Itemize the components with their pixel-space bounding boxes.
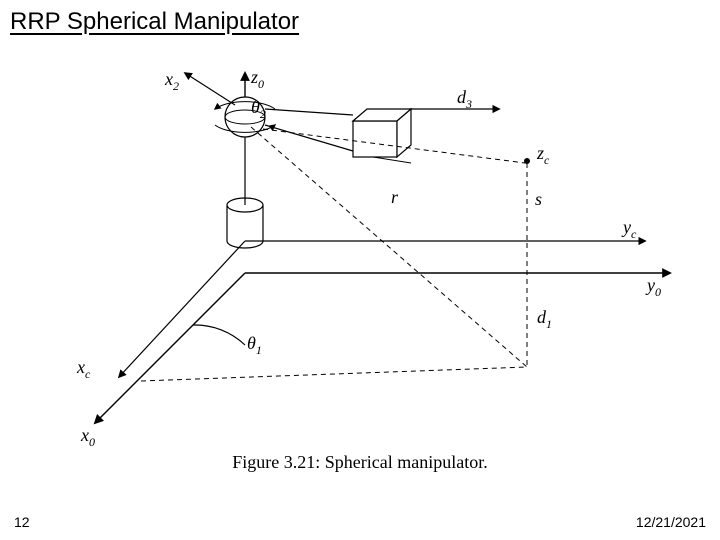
revolute-joint [215, 97, 275, 137]
arm-link-top [265, 109, 353, 115]
label-yc: y [621, 217, 631, 237]
arm-link-bot [265, 125, 353, 151]
svg-text:z0: z0 [250, 67, 264, 91]
svg-text:d3: d3 [457, 87, 472, 111]
axis-x0 [95, 273, 245, 423]
label-zc: z [536, 143, 544, 163]
diagram-figure: x0 xc y0 yc θ1 z0 θ2 x2 d3 [75, 55, 675, 435]
slide-date: 12/21/2021 [636, 514, 706, 530]
label-xc: x [76, 357, 85, 377]
label-x2: x [164, 69, 173, 89]
label-theta2: θ [251, 97, 260, 117]
label-s: s [535, 189, 542, 209]
label-r: r [391, 187, 399, 207]
svg-text:x0: x0 [80, 425, 95, 449]
floor-line [141, 367, 527, 381]
label-z0: z [250, 67, 258, 87]
svg-text:xc: xc [76, 357, 91, 381]
svg-text:d1: d1 [537, 307, 552, 331]
svg-text:y0: y0 [645, 275, 661, 299]
label-theta1: θ [247, 333, 256, 353]
label-x0: x [80, 425, 89, 445]
svg-text:θ1: θ1 [247, 333, 262, 357]
svg-text:zc: zc [536, 143, 550, 167]
angle-theta1 [193, 325, 245, 345]
axis-xc [119, 241, 245, 377]
svg-text:yc: yc [621, 217, 637, 241]
diag-line [251, 127, 527, 367]
figure-caption: Figure 3.21: Spherical manipulator. [0, 452, 720, 473]
axis-x2 [185, 73, 235, 105]
page-number: 12 [14, 514, 30, 530]
prismatic-box [353, 109, 411, 163]
label-y0: y [645, 275, 655, 295]
slide-title: RRP Spherical Manipulator [10, 8, 299, 36]
svg-text:x2: x2 [164, 69, 179, 93]
